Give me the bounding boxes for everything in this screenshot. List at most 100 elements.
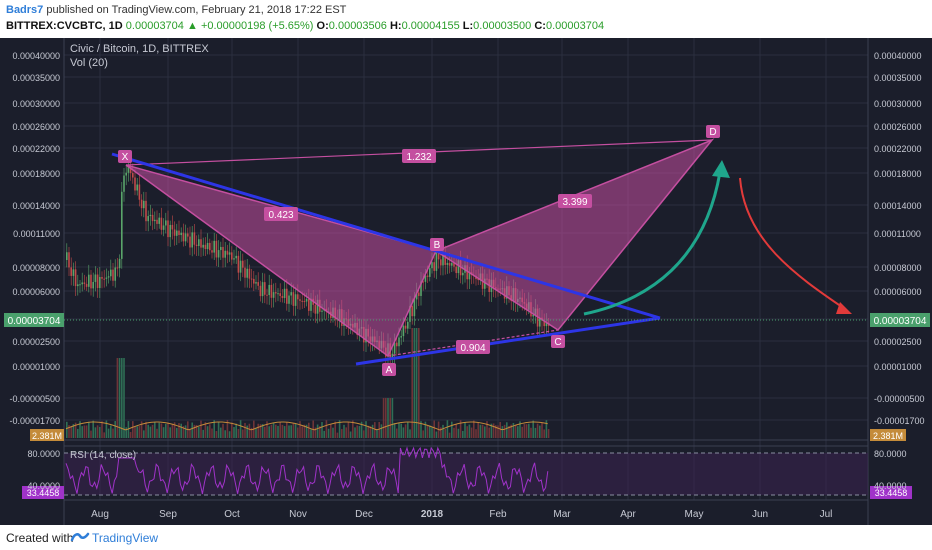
low-label: L: [462,20,474,32]
author-link[interactable]: Badrs7 [6,4,44,16]
volume-bar [492,423,495,438]
volume-bar [316,424,319,438]
candle-body [437,251,440,260]
volume-bar [200,420,202,438]
up-arrow-head-icon [712,160,730,178]
candle-body [103,278,105,280]
rsi-tick-40-right: 40.0000 [874,481,907,491]
svg-text:2.381M: 2.381M [873,431,903,441]
right-volume-tag: 2.381M [870,429,906,441]
candle-body [433,262,435,271]
candle-body [158,217,160,224]
volume-bar [235,423,237,438]
volume-bar [165,423,167,438]
candle-body [435,251,438,271]
ascending-trendline[interactable] [355,316,661,366]
volume-bar [365,421,367,438]
volume-bar [294,423,297,438]
candle-body [231,252,233,260]
volume-bar [244,422,246,438]
candle-body [217,250,220,258]
tradingview-brand-link[interactable]: TradingView [92,531,159,545]
volume-bar [433,420,435,438]
volume-bar [512,422,515,438]
volume-bar [151,424,154,438]
volume-bar [125,427,127,438]
candle-body [402,325,405,337]
time-tick: Aug [91,509,109,520]
candle-body [167,220,169,238]
volume-bar [233,427,235,438]
volume-bar [173,422,176,438]
candle-body [149,214,152,217]
volume-bar [103,432,105,438]
chart-svg[interactable]: 1.232 0.423 3.399 0.904 X A B C [0,38,932,525]
volume-bar [393,423,396,438]
candle-body [286,288,288,304]
chart-area[interactable]: 1.232 0.423 3.399 0.904 X A B C [0,38,932,525]
candle-body [193,232,196,245]
volume-bar [228,431,231,438]
volume-bar [136,426,138,438]
volume-bar [224,430,226,438]
candle-body [235,255,237,259]
volume-bar [363,430,365,438]
volume-bar [257,423,259,438]
candle-body [424,275,427,282]
volume-bar [341,429,343,438]
volume-bar [96,425,99,438]
volume-bar [85,425,88,438]
candle-body [171,224,174,230]
right-price-tag: 0.00003704 [870,313,930,327]
volume-bar [114,421,116,438]
volume-bar [444,429,446,438]
volume-bar [514,424,517,438]
candle-body [543,320,545,327]
high-label: H: [389,20,402,32]
time-tick: Jul [820,509,833,520]
rsi-line [65,446,549,494]
candle-body [290,292,292,296]
candle-body [275,292,277,294]
candle-body [446,262,449,265]
candle-body [426,275,429,277]
candle-body [228,252,231,255]
candle-body [448,262,451,266]
volume-bar [532,420,534,438]
svg-text:33.4458: 33.4458 [27,488,60,498]
price-tick-right: 0.00006000 [874,287,922,297]
volume-bar [358,426,361,438]
candle-body [391,353,394,359]
candle-body [400,336,402,338]
volume-bar [497,425,499,438]
volume-bar [429,425,431,438]
volume-bar [281,424,284,438]
price-tick-left: -0.00001700 [9,416,60,426]
volume-bar [396,428,398,438]
volume-bar [90,430,92,438]
symbol-label: BITTREX:CVCBTC, 1D [6,20,123,32]
candle-body [101,277,103,279]
volume-bar [503,424,506,438]
volume-bar [426,426,429,438]
candle-body [209,242,211,251]
candle-body [136,184,138,191]
descending-trendline[interactable] [111,152,661,320]
point-a-label: A [382,363,396,376]
svg-text:2.381M: 2.381M [32,431,62,441]
volume-bar [303,424,306,438]
candle-body [468,272,471,280]
price-tick-right: 0.00022000 [874,144,922,154]
down-arrow-head-icon [836,302,852,314]
volume-bar [283,426,286,438]
footer: Created with TradingView [0,525,932,550]
volume-bar [215,431,218,438]
price-tick-left: 0.00001000 [12,362,60,372]
volume-bar [336,432,339,438]
candle-body [310,298,312,311]
volume-bar [299,421,301,438]
candle-body [255,282,257,284]
volume-bar [376,429,378,438]
candle-body [211,250,213,253]
volume-bar [448,432,451,438]
